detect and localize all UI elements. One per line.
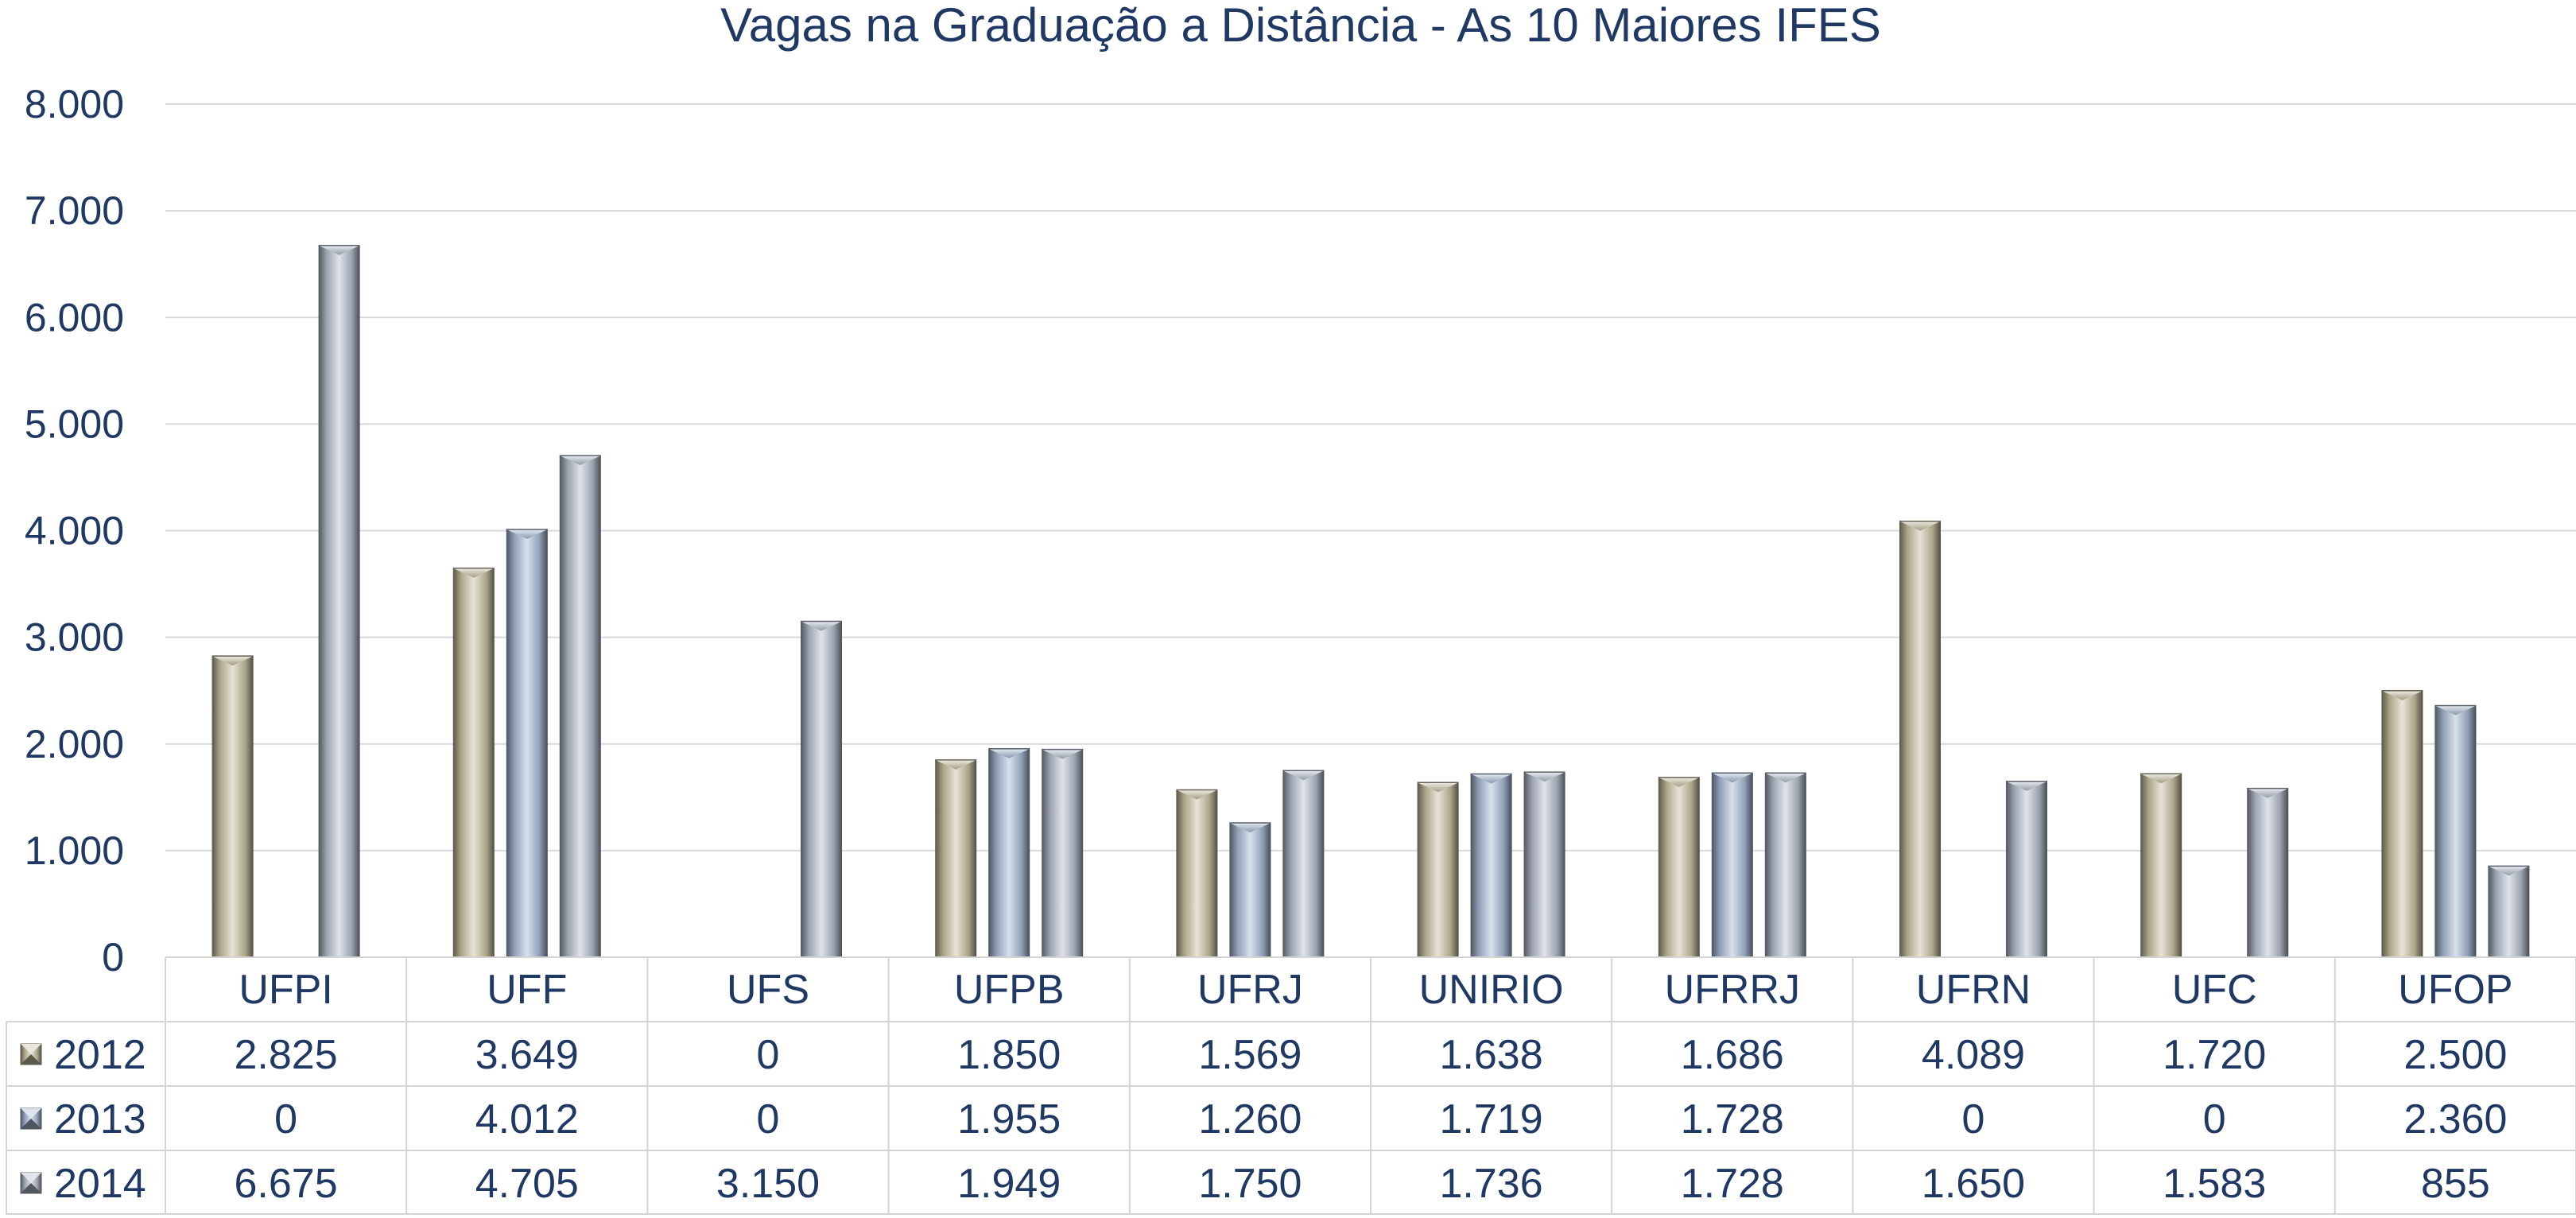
legend-key bbox=[20, 1172, 42, 1194]
bar bbox=[2006, 780, 2047, 957]
category-label: UFRJ bbox=[1197, 967, 1303, 1013]
data-label: 1.638 bbox=[1440, 1032, 1543, 1078]
data-label: 1.260 bbox=[1198, 1096, 1302, 1142]
bar bbox=[452, 567, 495, 957]
bar bbox=[1470, 773, 1512, 957]
data-label: 2.360 bbox=[2403, 1096, 2507, 1142]
data-label: 1.949 bbox=[957, 1161, 1061, 1207]
data-label: 1.750 bbox=[1198, 1161, 1302, 1207]
data-label: 4.012 bbox=[475, 1096, 579, 1142]
y-tick-label: 7.000 bbox=[25, 188, 124, 233]
data-label: 3.150 bbox=[716, 1161, 820, 1207]
data-label: 0 bbox=[757, 1096, 780, 1142]
category-label: UFRN bbox=[1916, 967, 2031, 1013]
bars bbox=[211, 244, 2530, 957]
data-label: 0 bbox=[2203, 1096, 2226, 1142]
data-label: 1.955 bbox=[957, 1096, 1061, 1142]
category-label: UFRRJ bbox=[1665, 967, 1800, 1013]
bar bbox=[1176, 789, 1218, 957]
chart-title: Vagas na Graduação a Distância - As 10 M… bbox=[720, 0, 1881, 52]
category-label: UNIRIO bbox=[1419, 967, 1564, 1013]
bar bbox=[1658, 777, 1700, 957]
bar bbox=[559, 455, 601, 957]
bar bbox=[801, 620, 842, 957]
category-label: UFPB bbox=[954, 967, 1065, 1013]
legend-key bbox=[20, 1107, 42, 1130]
y-tick-label: 1.000 bbox=[25, 828, 124, 873]
category-label: UFPI bbox=[239, 967, 332, 1013]
data-label: 2.825 bbox=[235, 1032, 338, 1078]
bar bbox=[935, 759, 977, 957]
data-label: 1.850 bbox=[957, 1032, 1061, 1078]
data-label: 6.675 bbox=[235, 1161, 338, 1207]
data-label: 3.649 bbox=[475, 1032, 579, 1078]
bar bbox=[988, 748, 1030, 957]
bar bbox=[1764, 772, 1806, 957]
data-label: 0 bbox=[1962, 1096, 1985, 1142]
y-tick-label: 5.000 bbox=[25, 401, 124, 446]
data-label: 4.089 bbox=[1922, 1032, 2025, 1078]
bar bbox=[1899, 520, 1941, 957]
legend-label: 2013 bbox=[54, 1096, 146, 1142]
data-label: 4.705 bbox=[475, 1161, 579, 1207]
category-label: UFS bbox=[727, 967, 809, 1013]
category-label: UFF bbox=[487, 967, 567, 1013]
bar bbox=[2434, 704, 2477, 957]
bar bbox=[318, 244, 360, 957]
y-tick-label: 2.000 bbox=[25, 722, 124, 766]
y-tick-label: 0 bbox=[102, 935, 124, 979]
bar bbox=[1042, 748, 1084, 957]
bar bbox=[1417, 782, 1459, 957]
data-label: 1.569 bbox=[1198, 1032, 1302, 1078]
data-label: 1.736 bbox=[1440, 1161, 1543, 1207]
data-label: 1.728 bbox=[1681, 1161, 1784, 1207]
y-tick-label: 4.000 bbox=[25, 509, 124, 553]
category-label: UFOP bbox=[2398, 967, 2512, 1013]
data-table: UFPI UFF UFS UFPB UFRJ UNIRIO UFRRJ UFRN UFC UFOP… bbox=[6, 956, 2576, 1215]
category-label: UFC bbox=[2172, 967, 2257, 1013]
legend-label: 2012 bbox=[54, 1032, 146, 1078]
bar bbox=[2247, 787, 2289, 957]
data-label: 2.500 bbox=[2403, 1032, 2507, 1078]
bar bbox=[1711, 772, 1753, 957]
data-label: 1.583 bbox=[2163, 1161, 2266, 1207]
bar bbox=[2140, 773, 2182, 957]
bar bbox=[1282, 770, 1325, 957]
y-tick-label: 6.000 bbox=[25, 295, 124, 339]
y-tick-label: 8.000 bbox=[25, 82, 124, 126]
data-label: 0 bbox=[274, 1096, 297, 1142]
bar bbox=[2488, 865, 2530, 957]
bar bbox=[2381, 689, 2423, 957]
data-label: 1.686 bbox=[1681, 1032, 1784, 1078]
bar bbox=[1523, 771, 1565, 957]
bar bbox=[1229, 822, 1271, 957]
data-label: 1.650 bbox=[1922, 1161, 2025, 1207]
legend-key bbox=[20, 1043, 42, 1065]
data-label: 1.720 bbox=[2163, 1032, 2266, 1078]
data-label: 1.728 bbox=[1681, 1096, 1784, 1142]
data-label: 855 bbox=[2421, 1161, 2490, 1207]
bar bbox=[211, 655, 254, 957]
data-label: 0 bbox=[757, 1032, 780, 1078]
y-axis: 0 1.000 2.000 3.000 4.000 5.000 6.000 7.000 8.00… bbox=[25, 82, 124, 979]
legend-label: 2014 bbox=[54, 1161, 146, 1207]
data-label: 1.719 bbox=[1440, 1096, 1543, 1142]
y-tick-label: 3.000 bbox=[25, 615, 124, 660]
bar bbox=[506, 529, 548, 957]
